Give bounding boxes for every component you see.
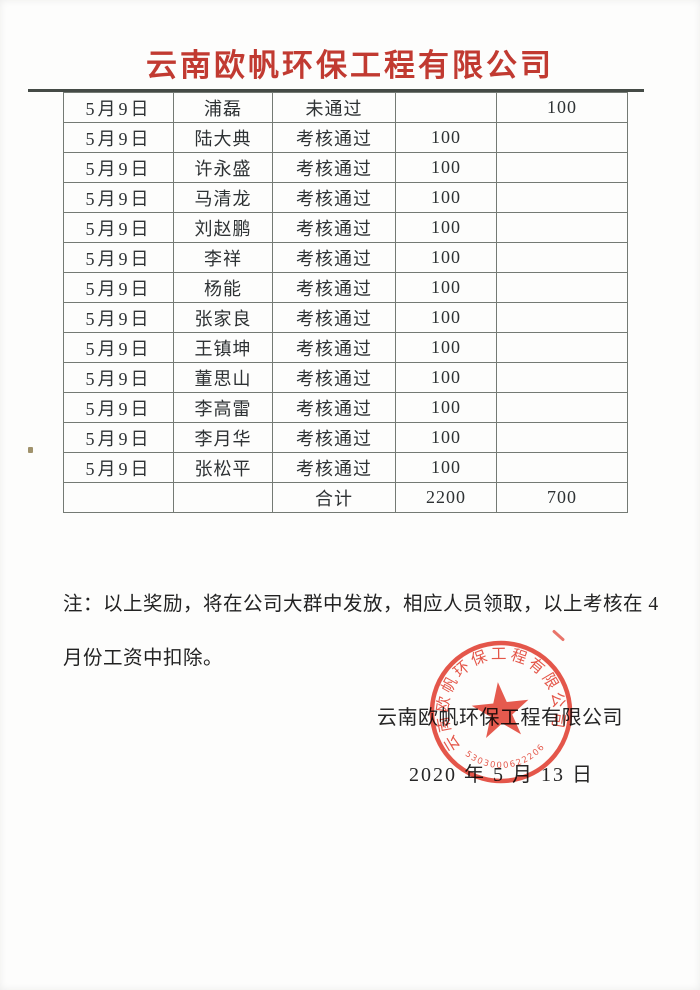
table-row: 5月9日 陆大典 考核通过 100: [63, 122, 628, 153]
company-title: 云南欧帆环保工程有限公司: [146, 48, 554, 83]
cell-date: 5月9日: [63, 332, 174, 363]
cell-name: 李月华: [173, 422, 273, 453]
cell-status: 考核通过: [272, 182, 396, 213]
table-top-border-line: [28, 89, 644, 92]
total-cell-score: 2200: [395, 482, 497, 513]
cell-score: 100: [395, 182, 497, 213]
cell-name: 陆大典: [173, 122, 273, 153]
cell-penalty: [496, 242, 628, 273]
cell-score: 100: [395, 422, 497, 453]
table-row: 5月9日 刘赵鹏 考核通过 100: [63, 212, 628, 243]
cell-date: 5月9日: [63, 392, 174, 423]
cell-score: 100: [395, 212, 497, 243]
assessment-table-body: 5月9日 浦磊 未通过 100 5月9日 陆大典 考核通过 100 5月9日 许永盛 考核通过 100…: [63, 92, 628, 513]
assessment-table: 5月9日 浦磊 未通过 100 5月9日 陆大典 考核通过 100 5月9日 许永盛 考核通过 100…: [63, 92, 628, 513]
cell-date: 5月9日: [63, 92, 174, 123]
table-row: 5月9日 李高雷 考核通过 100: [63, 392, 628, 423]
cell-status: 考核通过: [272, 362, 396, 393]
cell-score: 100: [395, 452, 497, 483]
cell-score: 100: [395, 302, 497, 333]
cell-penalty: [496, 392, 628, 423]
cell-date: 5月9日: [63, 182, 174, 213]
cell-date: 5月9日: [63, 452, 174, 483]
cell-penalty: [496, 212, 628, 243]
cell-name: 李高雷: [173, 392, 273, 423]
cell-penalty: [496, 452, 628, 483]
scan-speck-artifact: [28, 447, 33, 453]
cell-score: 100: [395, 332, 497, 363]
cell-status: 考核通过: [272, 152, 396, 183]
cell-status: 考核通过: [272, 422, 396, 453]
cell-status: 考核通过: [272, 302, 396, 333]
cell-penalty: [496, 422, 628, 453]
total-cell-name: [173, 482, 273, 513]
cell-score: 100: [395, 362, 497, 393]
cell-status: 考核通过: [272, 122, 396, 153]
cell-name: 杨能: [173, 272, 273, 303]
cell-date: 5月9日: [63, 422, 174, 453]
cell-name: 王镇坤: [173, 332, 273, 363]
signature-date: 2020 年 5 月 13 日: [409, 764, 594, 786]
cell-status: 考核通过: [272, 452, 396, 483]
cell-status: 考核通过: [272, 392, 396, 423]
seal-ring: [429, 640, 573, 784]
cell-penalty: [496, 152, 628, 183]
table-row: 5月9日 董思山 考核通过 100: [63, 362, 628, 393]
cell-status: 考核通过: [272, 332, 396, 363]
cell-name: 许永盛: [173, 152, 273, 183]
cell-score: 100: [395, 272, 497, 303]
cell-date: 5月9日: [63, 122, 174, 153]
cell-date: 5月9日: [63, 152, 174, 183]
total-cell-penalty: 700: [496, 482, 628, 513]
cell-score: 100: [395, 122, 497, 153]
table-row: 5月9日 王镇坤 考核通过 100: [63, 332, 628, 363]
cell-penalty: [496, 302, 628, 333]
cell-status: 考核通过: [272, 212, 396, 243]
cell-name: 浦磊: [173, 92, 273, 123]
cell-status: 考核通过: [272, 272, 396, 303]
total-cell-date: [63, 482, 174, 513]
cell-date: 5月9日: [63, 272, 174, 303]
cell-name: 马清龙: [173, 182, 273, 213]
footnote-line2: 月份工资中扣除。: [63, 648, 224, 669]
cell-date: 5月9日: [63, 212, 174, 243]
cell-penalty: [496, 362, 628, 393]
cell-score: 100: [395, 152, 497, 183]
company-seal-stamp: 云南欧帆环保工程有限公司 5303000622206: [421, 632, 581, 792]
cell-date: 5月9日: [63, 242, 174, 273]
table-row: 5月9日 张松平 考核通过 100: [63, 452, 628, 483]
footnote-line1: 注：以上奖励，将在公司大群中发放，相应人员领取，以上考核在 4: [63, 594, 659, 615]
table-row: 5月9日 马清龙 考核通过 100: [63, 182, 628, 213]
cell-date: 5月9日: [63, 362, 174, 393]
cell-date: 5月9日: [63, 302, 174, 333]
cell-penalty: [496, 122, 628, 153]
seal-star-icon: [471, 682, 529, 739]
seal-graphic: 云南欧帆环保工程有限公司 5303000622206: [427, 638, 573, 784]
cell-status: 考核通过: [272, 242, 396, 273]
table-row: 5月9日 许永盛 考核通过 100: [63, 152, 628, 183]
table-row: 5月9日 张家良 考核通过 100: [63, 302, 628, 333]
cell-penalty: [496, 272, 628, 303]
table-row: 5月9日 杨能 考核通过 100: [63, 272, 628, 303]
total-cell-label: 合计: [272, 482, 396, 513]
cell-name: 董思山: [173, 362, 273, 393]
cell-name: 张松平: [173, 452, 273, 483]
cell-name: 刘赵鹏: [173, 212, 273, 243]
cell-name: 张家良: [173, 302, 273, 333]
cell-status: 未通过: [272, 92, 396, 123]
cell-penalty: 100: [496, 92, 628, 123]
cell-penalty: [496, 182, 628, 213]
footnote: 注：以上奖励，将在公司大群中发放，相应人员领取，以上考核在 4 月份工资中扣除。: [63, 578, 668, 686]
table-row: 5月9日 浦磊 未通过 100: [63, 92, 628, 123]
cell-score: 100: [395, 392, 497, 423]
table-row: 5月9日 李月华 考核通过 100: [63, 422, 628, 453]
cell-score: 100: [395, 242, 497, 273]
cell-score: [395, 92, 497, 123]
table-row: 5月9日 李祥 考核通过 100: [63, 242, 628, 273]
cell-penalty: [496, 332, 628, 363]
table-total-row: 合计 2200 700: [63, 482, 628, 513]
cell-name: 李祥: [173, 242, 273, 273]
